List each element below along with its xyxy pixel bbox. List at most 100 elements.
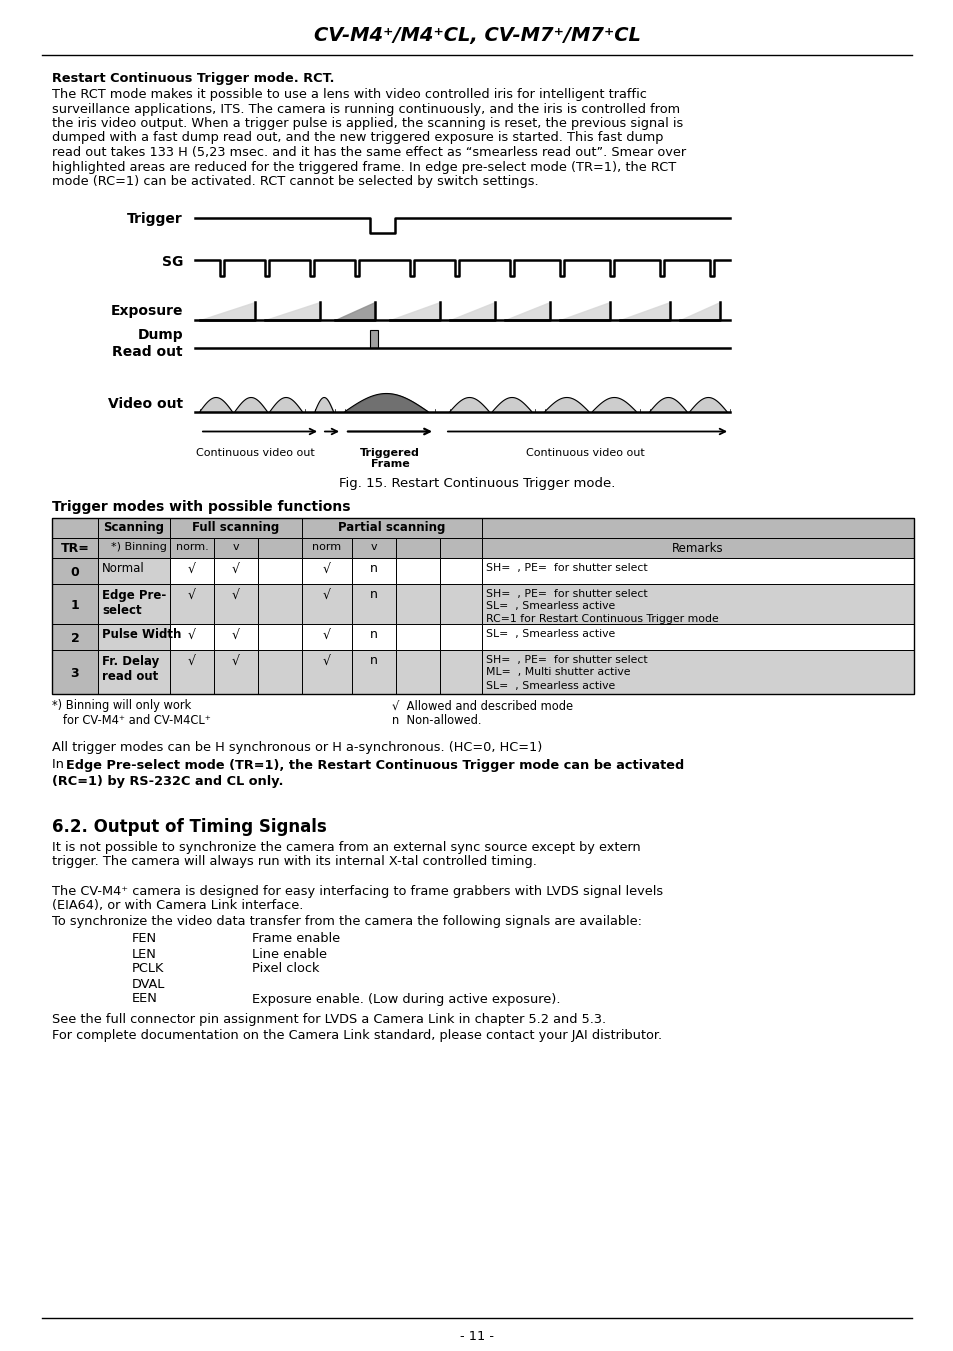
Bar <box>170 538 213 558</box>
Bar <box>352 624 395 650</box>
Bar <box>481 650 913 693</box>
Text: √: √ <box>232 654 240 667</box>
Bar <box>52 517 98 538</box>
Text: FEN: FEN <box>132 932 157 946</box>
Text: Full scanning: Full scanning <box>193 521 279 535</box>
Bar <box>52 517 913 538</box>
Bar <box>98 624 170 650</box>
Text: The CV-M4⁺ camera is designed for easy interfacing to frame grabbers with LVDS s: The CV-M4⁺ camera is designed for easy i… <box>52 885 662 897</box>
Text: In: In <box>52 758 68 771</box>
Bar <box>352 650 395 693</box>
Text: 0: 0 <box>71 566 79 580</box>
Text: surveillance applications, ITS. The camera is running continuously, and the iris: surveillance applications, ITS. The came… <box>52 103 679 115</box>
Bar <box>302 584 352 624</box>
Bar <box>395 624 439 650</box>
Bar <box>395 584 439 624</box>
Text: v: v <box>233 542 239 551</box>
Bar <box>481 517 913 538</box>
Polygon shape <box>450 301 495 319</box>
Bar <box>98 584 170 624</box>
Text: For complete documentation on the Camera Link standard, please contact your JAI : For complete documentation on the Camera… <box>52 1028 661 1042</box>
Text: √: √ <box>232 562 240 576</box>
Text: √: √ <box>232 628 240 642</box>
Text: √: √ <box>188 628 195 642</box>
Bar <box>439 584 481 624</box>
Bar <box>302 624 352 650</box>
Text: Video out: Video out <box>108 396 183 411</box>
Text: To synchronize the video data transfer from the camera the following signals are: To synchronize the video data transfer f… <box>52 915 641 928</box>
Text: norm.: norm. <box>175 542 208 551</box>
Text: √: √ <box>188 589 195 601</box>
Text: DVAL: DVAL <box>132 978 165 990</box>
Text: for CV-M4⁺ and CV-M4CL⁺: for CV-M4⁺ and CV-M4CL⁺ <box>52 713 211 727</box>
Text: √: √ <box>232 589 240 601</box>
Bar <box>302 538 352 558</box>
Polygon shape <box>679 301 720 319</box>
Text: dumped with a fast dump read out, and the new triggered exposure is started. Thi: dumped with a fast dump read out, and th… <box>52 131 662 145</box>
Text: norm: norm <box>313 542 341 551</box>
Text: ML=  , Multi shutter active: ML= , Multi shutter active <box>485 667 630 677</box>
Text: 1: 1 <box>71 598 79 612</box>
Text: SG: SG <box>161 254 183 269</box>
Text: √: √ <box>323 589 331 601</box>
Text: √  Allowed and described mode: √ Allowed and described mode <box>392 700 573 712</box>
Bar <box>257 538 302 558</box>
Text: Continuous video out: Continuous video out <box>195 447 314 458</box>
Bar <box>52 584 913 624</box>
Text: Continuous video out: Continuous video out <box>525 447 643 458</box>
Text: Remarks: Remarks <box>672 542 723 554</box>
Bar <box>439 538 481 558</box>
Text: Normal: Normal <box>102 562 145 576</box>
Bar <box>98 517 170 538</box>
Text: Partial scanning: Partial scanning <box>338 521 445 535</box>
Text: Pixel clock: Pixel clock <box>252 962 319 975</box>
Text: Fig. 15. Restart Continuous Trigger mode.: Fig. 15. Restart Continuous Trigger mode… <box>338 477 615 490</box>
Text: v: v <box>371 542 377 551</box>
Bar <box>481 558 913 584</box>
Bar <box>52 584 98 624</box>
Text: Dump
Read out: Dump Read out <box>112 328 183 358</box>
Bar <box>213 538 257 558</box>
Bar <box>170 517 302 538</box>
Text: *) Binning: *) Binning <box>111 542 167 551</box>
Bar <box>213 624 257 650</box>
Bar <box>52 517 913 693</box>
Text: 3: 3 <box>71 667 79 680</box>
Bar <box>257 624 302 650</box>
Text: √: √ <box>188 654 195 667</box>
Polygon shape <box>390 301 439 319</box>
Text: SL=  , Smearless active: SL= , Smearless active <box>485 681 615 690</box>
Text: √: √ <box>188 562 195 576</box>
Bar <box>52 624 98 650</box>
Text: n  Non-allowed.: n Non-allowed. <box>392 713 481 727</box>
Polygon shape <box>335 301 375 319</box>
Bar <box>213 584 257 624</box>
Bar <box>370 330 377 347</box>
Text: mode (RC=1) can be activated. RCT cannot be selected by switch settings.: mode (RC=1) can be activated. RCT cannot… <box>52 176 538 188</box>
Text: Scanning: Scanning <box>103 521 164 535</box>
Text: (EIA64), or with Camera Link interface.: (EIA64), or with Camera Link interface. <box>52 900 303 912</box>
Bar <box>98 538 170 558</box>
Text: √: √ <box>323 654 331 667</box>
Bar <box>98 650 170 693</box>
Text: trigger. The camera will always run with its internal X-tal controlled timing.: trigger. The camera will always run with… <box>52 855 537 869</box>
Text: Triggered
Frame: Triggered Frame <box>359 447 419 469</box>
Text: √: √ <box>323 562 331 576</box>
Text: All trigger modes can be H synchronous or H a-synchronous. (HC=0, HC=1): All trigger modes can be H synchronous o… <box>52 742 542 754</box>
Text: SL=  , Smearless active: SL= , Smearless active <box>485 601 615 612</box>
Text: Edge Pre-
select: Edge Pre- select <box>102 589 166 617</box>
Text: LEN: LEN <box>132 947 156 961</box>
Bar <box>352 584 395 624</box>
Text: *) Binning will only work: *) Binning will only work <box>52 700 191 712</box>
Bar <box>52 650 913 693</box>
Bar <box>481 584 913 624</box>
Bar <box>170 558 213 584</box>
Text: Fr. Delay
read out: Fr. Delay read out <box>102 654 159 684</box>
Bar <box>52 538 913 558</box>
Bar <box>302 558 352 584</box>
Bar <box>52 558 913 584</box>
Text: CV-M4⁺/M4⁺CL, CV-M7⁺/M7⁺CL: CV-M4⁺/M4⁺CL, CV-M7⁺/M7⁺CL <box>314 26 639 45</box>
Text: Trigger modes with possible functions: Trigger modes with possible functions <box>52 500 350 513</box>
Bar <box>481 624 913 650</box>
Bar <box>170 650 213 693</box>
